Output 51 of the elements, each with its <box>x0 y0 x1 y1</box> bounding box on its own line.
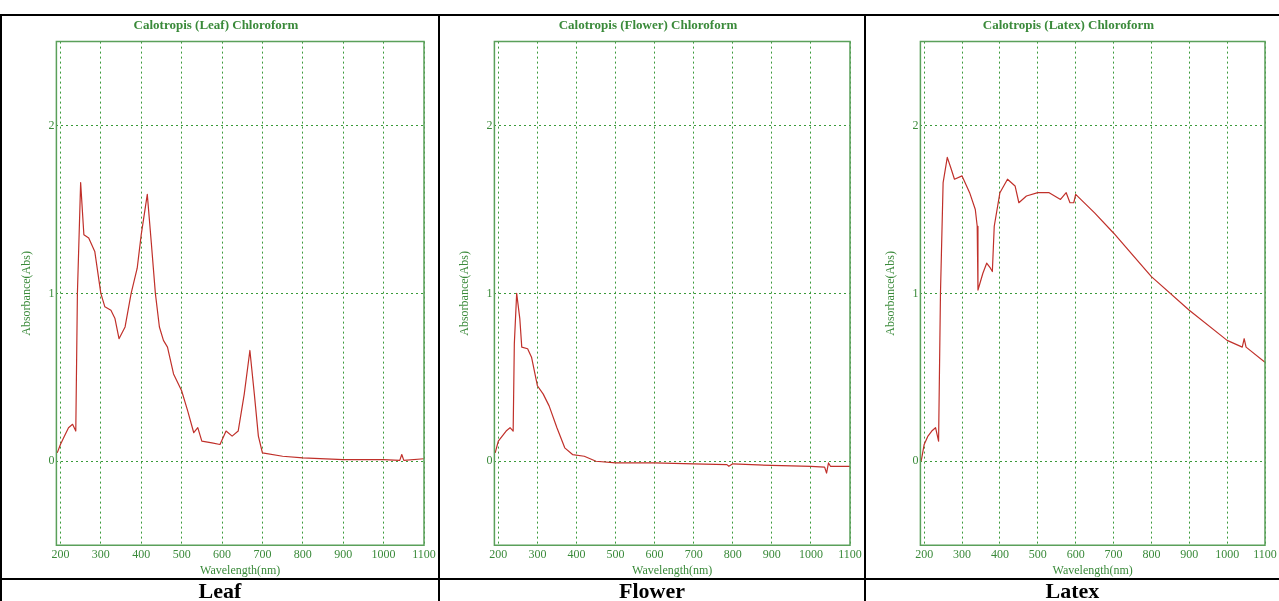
x-tick-label: 800 <box>723 546 742 561</box>
x-tick-label: 500 <box>1028 546 1047 561</box>
chart-title: Calotropis (Flower) Chloroform <box>558 17 738 33</box>
y-tick-label: 2 <box>912 117 919 132</box>
chart-title: Calotropis (Latex) Chloroform <box>982 17 1155 33</box>
x-tick-label: 700 <box>1104 546 1123 561</box>
x-tick-label: 600 <box>213 546 232 561</box>
x-tick-label: 200 <box>51 546 70 561</box>
x-tick-label: 900 <box>1180 546 1199 561</box>
y-tick-label: 0 <box>912 453 919 468</box>
x-axis-title: Wavelength(nm) <box>1052 562 1133 577</box>
y-tick-label: 0 <box>48 453 55 468</box>
x-tick-label: 1000 <box>798 546 823 561</box>
chart-title: Calotropis (Leaf) Chloroform <box>133 17 299 33</box>
text: Leaf <box>2 578 438 601</box>
x-tick-label: 1000 <box>371 546 396 561</box>
x-tick-label: 600 <box>1066 546 1085 561</box>
y-tick-label: 1 <box>486 285 493 300</box>
x-tick-label: 400 <box>567 546 586 561</box>
y-tick-label: 0 <box>486 453 493 468</box>
y-tick-label: 1 <box>48 285 55 300</box>
y-axis-title: Absorbance(Abs) <box>457 251 472 336</box>
y-tick-label: 2 <box>486 117 493 132</box>
text: Latex <box>866 578 1279 601</box>
text: Flower <box>440 578 864 601</box>
x-tick-label: 300 <box>953 546 972 561</box>
x-tick-label: 1100 <box>412 546 436 561</box>
x-tick-label: 500 <box>606 546 625 561</box>
x-tick-label: 1000 <box>1215 546 1240 561</box>
x-tick-label: 400 <box>990 546 1009 561</box>
x-tick-label: 1100 <box>838 546 862 561</box>
x-tick-label: 1100 <box>1253 546 1277 561</box>
y-tick-label: 2 <box>48 117 55 132</box>
x-tick-label: 400 <box>132 546 151 561</box>
x-tick-label: 300 <box>528 546 547 561</box>
x-tick-label: 200 <box>915 546 934 561</box>
x-axis-title: Wavelength(nm) <box>200 562 281 577</box>
y-axis-title: Absorbance(Abs) <box>883 251 898 336</box>
x-tick-label: 600 <box>645 546 664 561</box>
x-tick-label: 300 <box>91 546 110 561</box>
x-tick-label: 500 <box>172 546 191 561</box>
x-tick-label: 700 <box>684 546 703 561</box>
y-axis-title: Absorbance(Abs) <box>19 251 34 336</box>
x-tick-label: 900 <box>334 546 353 561</box>
x-tick-label: 800 <box>1142 546 1161 561</box>
x-tick-label: 200 <box>489 546 508 561</box>
y-tick-label: 1 <box>912 285 919 300</box>
x-tick-label: 800 <box>293 546 312 561</box>
x-axis-title: Wavelength(nm) <box>632 562 713 577</box>
x-tick-label: 900 <box>762 546 781 561</box>
x-tick-label: 700 <box>253 546 272 561</box>
